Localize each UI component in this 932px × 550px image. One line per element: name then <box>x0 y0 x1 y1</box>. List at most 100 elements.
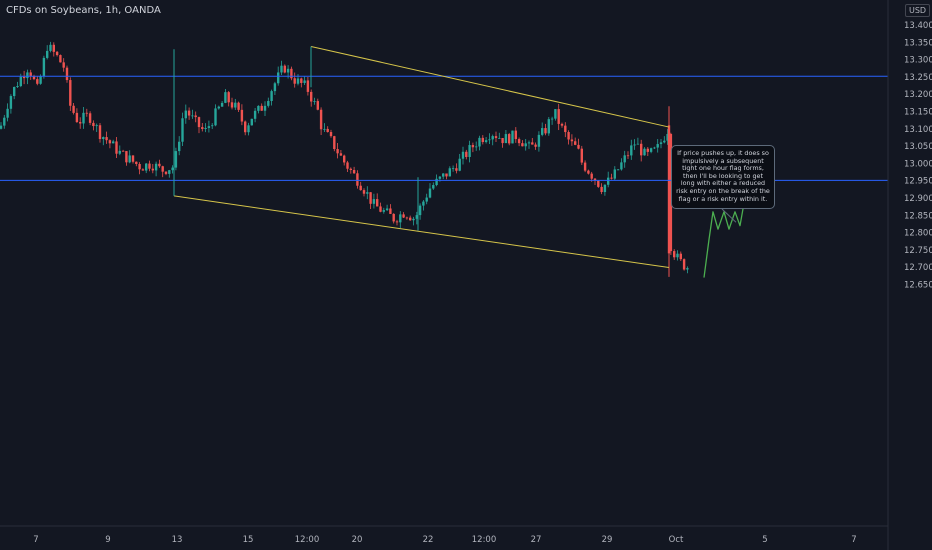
candle-body <box>418 205 422 216</box>
candle-body <box>409 217 412 221</box>
currency-badge[interactable]: USD <box>905 4 931 17</box>
candle-body <box>46 50 49 58</box>
candle-body <box>511 130 514 144</box>
candle-body <box>131 155 135 162</box>
candle-body <box>250 118 253 126</box>
candle-body <box>52 44 55 52</box>
time-tick-label: 15 <box>243 535 254 545</box>
candle-body <box>178 141 181 152</box>
candle-body <box>306 80 310 92</box>
candle-body <box>607 177 610 185</box>
candle-body <box>656 144 659 148</box>
candle-body <box>214 108 217 126</box>
price-tick-label: 12.850 <box>904 211 932 221</box>
trendline <box>173 195 670 269</box>
candle-body <box>659 142 663 145</box>
time-tick-label: 22 <box>423 535 434 545</box>
candle-body <box>141 169 145 171</box>
candle-body <box>521 143 524 147</box>
candle-body <box>554 109 557 119</box>
annotation-callout[interactable]: If price pushes up, it does so impulsive… <box>671 145 775 209</box>
candle-body <box>640 143 643 156</box>
candle-body <box>323 128 326 130</box>
price-tick-label: 13.100 <box>904 125 932 135</box>
candle-body <box>610 177 613 179</box>
candle-body <box>286 68 290 73</box>
candle-body <box>488 139 491 141</box>
candle-body <box>593 178 597 181</box>
candle-body <box>669 133 673 252</box>
candle-body <box>620 162 623 170</box>
candle-body <box>204 127 207 130</box>
candle-body <box>224 92 227 103</box>
candle-body <box>194 115 197 118</box>
candle-body <box>491 136 494 140</box>
time-tick-label: 13 <box>172 535 183 545</box>
candle-body <box>293 78 296 84</box>
candle-body <box>154 163 158 171</box>
candle-body <box>494 136 498 139</box>
candle-body <box>108 140 112 144</box>
candle-body <box>184 110 187 119</box>
candle-body <box>501 138 504 144</box>
candle-body <box>283 65 286 73</box>
time-tick-label: Oct <box>669 535 684 545</box>
candle-body <box>230 102 234 108</box>
candle-body <box>36 79 39 84</box>
candle-body <box>16 86 19 87</box>
candle-body <box>191 115 194 117</box>
candle-body <box>22 76 26 79</box>
candle-body <box>458 158 461 171</box>
price-tick-label: 12.650 <box>904 281 932 291</box>
candle-body <box>303 80 306 83</box>
candle-body <box>580 148 583 163</box>
price-tick-label: 13.300 <box>904 56 932 66</box>
candle-body <box>415 215 418 219</box>
candle-body <box>445 173 448 177</box>
candle-body <box>667 125 671 254</box>
price-tick-label: 13.150 <box>904 108 932 118</box>
trendline <box>310 45 670 128</box>
candle-body <box>102 137 105 140</box>
candle-body <box>531 142 534 145</box>
candle-body <box>333 136 336 150</box>
candle-body <box>372 199 376 204</box>
candle-body <box>125 151 128 163</box>
candle-body <box>273 83 277 92</box>
candle-body <box>432 185 435 189</box>
chart-title: CFDs on Soybeans, 1h, OANDA <box>6 5 161 16</box>
candle-body <box>171 167 174 171</box>
candle-body <box>29 72 32 77</box>
candle-body <box>537 134 541 147</box>
candle-body <box>9 96 13 109</box>
price-tick-label: 13.000 <box>904 159 932 169</box>
candle-body <box>392 213 395 222</box>
candle-body <box>428 188 432 198</box>
price-tick-label: 12.750 <box>904 246 932 256</box>
candle-body <box>567 132 570 140</box>
candle-body <box>280 65 283 73</box>
candle-body <box>564 125 567 133</box>
time-axis[interactable]: 7 9 13 15 12:00 20 22 12:00 27 29 Oct 5 7 <box>33 535 856 545</box>
candle-body <box>508 134 511 144</box>
price-axis[interactable]: 13.400 13.350 13.300 13.250 13.200 13.150 13.1… <box>904 21 932 291</box>
candle-body <box>422 201 425 206</box>
candle-body <box>442 173 445 177</box>
candle-body <box>402 214 405 218</box>
time-tick-label: 9 <box>105 535 110 545</box>
candle-body <box>550 118 554 120</box>
time-tick-label: 29 <box>602 535 613 545</box>
candle-body <box>270 91 273 101</box>
candle-body <box>636 143 640 145</box>
candle-body <box>366 192 369 194</box>
candle-body <box>32 76 36 80</box>
candle-body <box>82 112 85 124</box>
candle-body <box>597 180 600 187</box>
price-tick-label: 13.350 <box>904 38 932 48</box>
candle-body <box>343 155 346 163</box>
candle-body <box>211 125 214 127</box>
candle-body <box>220 102 224 107</box>
candle-body <box>587 170 590 174</box>
